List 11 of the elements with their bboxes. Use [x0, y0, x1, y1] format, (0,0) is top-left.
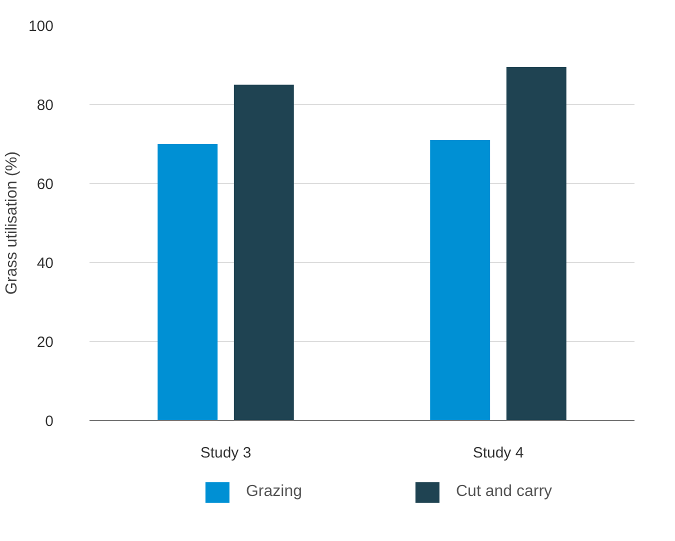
- y-tick-label: 0: [45, 413, 54, 430]
- y-tick-label: 20: [36, 334, 54, 351]
- y-tick-label: 60: [36, 176, 54, 193]
- x-tick-label: Study 3: [200, 444, 252, 462]
- y-tick-label: 100: [28, 18, 54, 35]
- legend-label: Grazing: [246, 482, 302, 500]
- legend-label: Cut and carry: [456, 482, 552, 500]
- y-tick-label: 80: [36, 97, 54, 114]
- x-tick-label: Study 4: [472, 444, 524, 462]
- y-tick-label: 40: [36, 255, 54, 272]
- y-axis-title: Grass utilisation (%): [3, 151, 20, 295]
